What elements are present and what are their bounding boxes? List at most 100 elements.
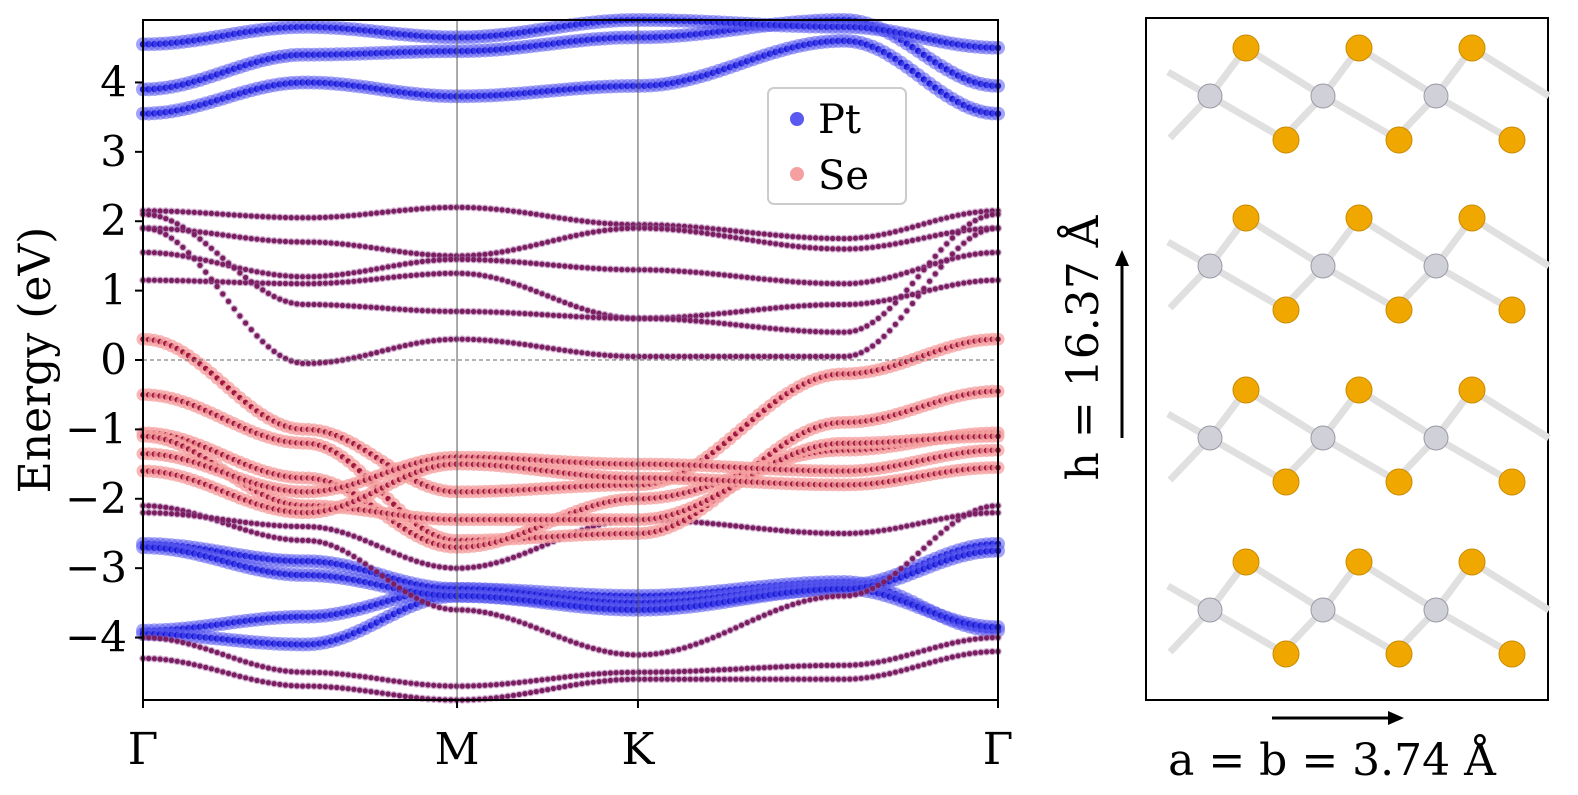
band-point-core bbox=[955, 653, 961, 659]
band-point-core bbox=[932, 658, 938, 664]
band-point-core bbox=[693, 676, 699, 682]
band-point-core bbox=[322, 273, 328, 279]
band-point-core bbox=[362, 688, 368, 694]
band-point-core bbox=[909, 665, 916, 671]
band-point-core bbox=[208, 230, 214, 236]
band-point-core bbox=[596, 647, 602, 653]
band-point-core bbox=[379, 209, 385, 215]
band-point-core bbox=[493, 560, 499, 566]
band-point-core bbox=[681, 228, 688, 234]
band-point-core bbox=[203, 664, 209, 671]
band-point-core bbox=[664, 226, 671, 232]
band-point-core bbox=[938, 231, 944, 237]
band-point-core bbox=[357, 269, 363, 275]
band-point-core bbox=[830, 246, 836, 252]
band-point-core bbox=[756, 238, 762, 244]
band-point-core bbox=[174, 227, 180, 233]
band-point-core bbox=[482, 609, 488, 616]
band-point-core bbox=[841, 246, 847, 252]
band-point-core bbox=[813, 676, 819, 682]
band-point-core bbox=[915, 236, 921, 242]
band-point-core bbox=[419, 598, 425, 604]
band-point-core bbox=[528, 623, 534, 629]
band-point-core bbox=[317, 683, 323, 690]
band-point-core bbox=[830, 676, 836, 682]
band-point-core bbox=[379, 676, 385, 682]
band-point-core bbox=[351, 212, 357, 218]
band-point-core bbox=[852, 662, 859, 668]
band-point-core bbox=[835, 662, 842, 668]
band-point-core bbox=[750, 525, 756, 531]
band-point-core bbox=[801, 234, 807, 240]
band-point-core bbox=[533, 211, 539, 217]
band-point-core bbox=[448, 565, 454, 571]
band-point-core bbox=[197, 229, 203, 235]
band-point-core bbox=[260, 521, 266, 527]
band-point-core bbox=[824, 662, 830, 669]
band-point-core bbox=[408, 592, 414, 598]
band-point-core bbox=[710, 521, 716, 527]
band-point-core bbox=[305, 524, 311, 530]
band-point-core bbox=[311, 239, 317, 245]
band-point-core bbox=[562, 235, 568, 241]
band-point-core bbox=[168, 208, 175, 214]
band-point-core bbox=[151, 635, 157, 641]
band-point-core bbox=[374, 210, 380, 216]
band-point-core bbox=[351, 242, 357, 248]
band-point-core bbox=[664, 669, 671, 675]
band-point-core bbox=[374, 569, 380, 575]
band-point-core bbox=[716, 232, 722, 238]
band-point-core bbox=[585, 230, 591, 236]
band-point-core bbox=[642, 225, 648, 231]
band-point-core bbox=[168, 226, 175, 232]
band-point-core bbox=[459, 565, 465, 571]
band-point-core bbox=[927, 234, 933, 240]
band-point-core bbox=[311, 683, 317, 689]
band-point-core bbox=[824, 530, 830, 536]
band-point-core bbox=[271, 681, 277, 687]
band-point-core bbox=[465, 607, 471, 613]
band-point-core bbox=[425, 252, 431, 258]
band-point-core bbox=[163, 226, 169, 232]
band-point-core bbox=[773, 232, 779, 238]
band-point-core bbox=[288, 273, 294, 279]
band-point-core bbox=[408, 694, 414, 700]
band-point-core bbox=[453, 204, 460, 210]
band-point-core bbox=[556, 236, 562, 242]
band-point-core bbox=[368, 540, 374, 546]
band-point-core bbox=[858, 530, 864, 536]
band-point-core bbox=[208, 515, 214, 521]
band-point-core bbox=[727, 627, 733, 633]
band-point-core bbox=[339, 213, 346, 219]
band-point-core bbox=[881, 658, 887, 664]
band-point-core bbox=[362, 211, 368, 217]
band-point-core bbox=[442, 683, 448, 689]
band-point-core bbox=[750, 665, 756, 671]
band-point-core bbox=[727, 227, 733, 234]
band-point-core bbox=[756, 525, 762, 532]
band-point-core bbox=[607, 227, 614, 233]
band-point-core bbox=[778, 664, 785, 670]
band-point-core bbox=[852, 246, 859, 252]
band-point-core bbox=[311, 215, 317, 221]
band-point-core bbox=[590, 679, 596, 685]
band-point-core bbox=[961, 652, 967, 658]
band-point-core bbox=[681, 668, 688, 675]
band-point-core bbox=[522, 691, 528, 697]
band-point-core bbox=[151, 510, 157, 516]
band-point-core bbox=[932, 517, 938, 523]
band-point-core bbox=[699, 230, 705, 236]
band-point-core bbox=[670, 669, 676, 675]
band-point-core bbox=[590, 219, 596, 225]
band-point-core bbox=[727, 522, 733, 529]
band-point-core bbox=[704, 230, 710, 237]
band-point-core bbox=[260, 532, 266, 538]
band-point-core bbox=[636, 652, 642, 658]
band-point-core bbox=[795, 244, 802, 250]
band-series bbox=[136, 540, 1005, 617]
band-point-core bbox=[585, 644, 591, 650]
band-point-core bbox=[972, 650, 978, 656]
band-point-core bbox=[904, 666, 910, 672]
band-point-core bbox=[220, 261, 226, 267]
band-point-core bbox=[163, 510, 169, 516]
